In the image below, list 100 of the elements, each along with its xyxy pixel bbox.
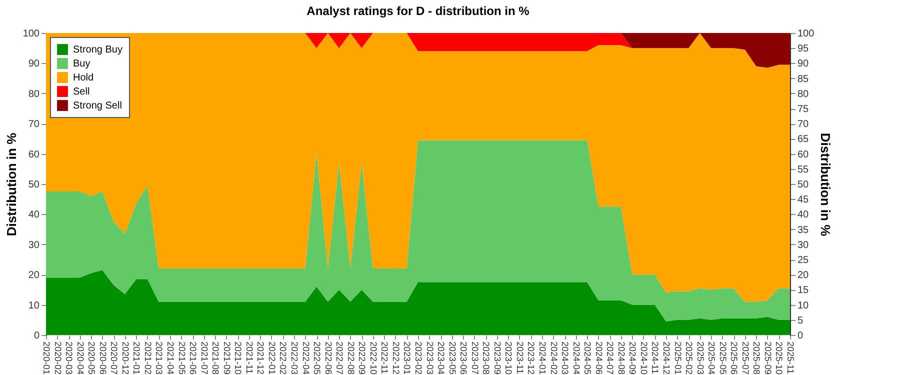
y2-tick-label: 20 <box>798 270 810 282</box>
series-label: Hold <box>73 72 94 84</box>
x-tick-label: 2023-08 <box>481 342 492 375</box>
x-tick-label: 2024-06 <box>594 342 604 375</box>
legend-label: Strong Buy <box>73 44 122 56</box>
y-tick-label: 100 <box>22 28 40 40</box>
x-tick-label: 2020-01 <box>42 342 52 375</box>
y-tick-label: 20 <box>28 270 40 282</box>
x-tick-label: 2020-07 <box>109 342 120 375</box>
x-tick-label: 2025-03 <box>695 342 706 375</box>
chart-title: Analyst ratings for D - distribution in % <box>306 4 530 18</box>
x-tick-label: 2025-01 <box>672 342 683 375</box>
y2-tick-label: 85 <box>798 74 810 85</box>
y-tick-label: 80 <box>28 88 40 100</box>
y-tick-label: 40 <box>28 210 40 221</box>
x-tick-label: 2025-04 <box>706 342 717 375</box>
y2-axis-title: Distribution in % <box>818 132 834 237</box>
x-tick-label: 2021-04 <box>166 342 176 375</box>
y2-tick-label: 15 <box>798 285 810 296</box>
x-tick-label: 2022-02 <box>278 342 288 375</box>
x-tick-label: 2020-02 <box>52 342 63 375</box>
x-tick-label: 2023-10 <box>504 342 514 375</box>
x-tick-label: 2024-07 <box>605 342 616 375</box>
x-tick-label: 2025-09 <box>762 342 773 375</box>
x-tick-label: 2021-06 <box>188 342 198 375</box>
y2-tick-label: 45 <box>798 194 810 206</box>
y2-tick-label: 30 <box>798 240 810 251</box>
y2-tick-label: 80 <box>798 88 810 100</box>
x-tick-label: 2024-01 <box>538 342 548 375</box>
y2-tick-label: 35 <box>798 224 810 236</box>
y-tick-label: 0 <box>34 330 40 342</box>
x-tick-label: 2021-09 <box>222 342 232 375</box>
x-tick-label: 2025-02 <box>684 342 694 375</box>
y-tick-label: 30 <box>28 240 40 251</box>
x-tick-label: 2024-04 <box>571 342 582 375</box>
x-tick-label: 2022-12 <box>390 342 401 375</box>
y-tick-label: 90 <box>28 58 40 70</box>
x-tick-label: 2022-09 <box>357 342 368 375</box>
x-tick-label: 2023-03 <box>424 342 435 375</box>
x-tick-label: 2024-11 <box>650 342 660 374</box>
y-tick-label: 70 <box>28 119 40 130</box>
x-tick-label: 2022-03 <box>290 342 300 375</box>
x-tick-label: 2021-02 <box>142 342 153 375</box>
x-tick-label: 2024-10 <box>638 342 649 375</box>
x-tick-label: 2024-03 <box>560 342 570 375</box>
y2-tick-label: 25 <box>798 255 810 266</box>
x-tick-label: 2025-11 <box>786 342 796 374</box>
y2-tick-label: 40 <box>798 210 810 221</box>
x-tick-label: 2021-03 <box>154 342 164 375</box>
x-tick-label: 2024-05 <box>582 342 593 375</box>
x-tick-label: 2023-06 <box>458 342 469 375</box>
x-tick-label: 2023-09 <box>492 342 502 375</box>
x-tick-label: 2020-12 <box>120 342 130 375</box>
x-tick-label: 2023-11 <box>514 342 525 374</box>
x-tick-label: 2021-10 <box>233 342 244 375</box>
x-tick-label: 2025-07 <box>740 342 750 375</box>
x-tick-label: 2021-12 <box>256 342 266 375</box>
x-tick-label: 2023-04 <box>436 342 446 375</box>
y2-tick-label: 90 <box>798 58 810 70</box>
x-tick-label: 2025-08 <box>752 342 762 375</box>
x-tick-label: 2024-02 <box>548 342 559 375</box>
x-tick-label: 2021-08 <box>210 342 221 375</box>
y-axis-title: Distribution in % <box>4 132 19 236</box>
y2-tick-label: 70 <box>798 119 810 130</box>
y2-tick-label: 75 <box>798 104 810 115</box>
x-tick-label: 2020-06 <box>98 342 108 375</box>
y2-tick-label: 65 <box>798 134 810 146</box>
x-tick-label: 2021-01 <box>132 342 142 375</box>
x-tick-label: 2021-05 <box>176 342 187 375</box>
x-tick-label: 2022-11 <box>380 342 390 374</box>
x-tick-label: 2025-06 <box>729 342 740 375</box>
x-tick-label: 2025-10 <box>774 342 784 375</box>
x-tick-label: 2020-03 <box>64 342 74 375</box>
y-tick-label: 10 <box>28 300 40 312</box>
y2-tick-label: 60 <box>798 149 810 160</box>
y2-tick-label: 100 <box>798 28 815 40</box>
x-tick-label: 2022-06 <box>323 342 334 375</box>
x-tick-label: 2022-07 <box>334 342 345 375</box>
x-tick-label: 2023-12 <box>526 342 536 375</box>
legend-label: Sell <box>73 86 90 98</box>
y2-tick-label: 5 <box>798 315 804 326</box>
legend-label: Strong Sell <box>73 100 122 112</box>
x-tick-label: 2022-08 <box>346 342 356 375</box>
x-tick-label: 2021-11 <box>244 342 254 374</box>
x-tick-label: 2020-05 <box>86 342 97 375</box>
x-tick-label: 2023-07 <box>470 342 480 375</box>
y2-tick-label: 10 <box>798 300 810 312</box>
legend-label: Buy <box>73 58 90 70</box>
y-tick-label: 60 <box>28 149 40 160</box>
y2-tick-label: 50 <box>798 180 810 190</box>
x-tick-label: 2023-05 <box>447 342 458 375</box>
x-tick-label: 2020-04 <box>75 342 86 375</box>
x-tick-label: 2024-09 <box>628 342 638 375</box>
x-tick-label: 2025-05 <box>718 342 728 375</box>
x-tick-label: 2023-02 <box>414 342 424 375</box>
y2-tick-label: 95 <box>798 44 810 55</box>
y2-tick-label: 55 <box>798 164 810 176</box>
x-tick-label: 2022-04 <box>300 342 311 375</box>
x-tick-label: 2024-12 <box>662 342 672 375</box>
x-tick-label: 2022-10 <box>368 342 378 375</box>
